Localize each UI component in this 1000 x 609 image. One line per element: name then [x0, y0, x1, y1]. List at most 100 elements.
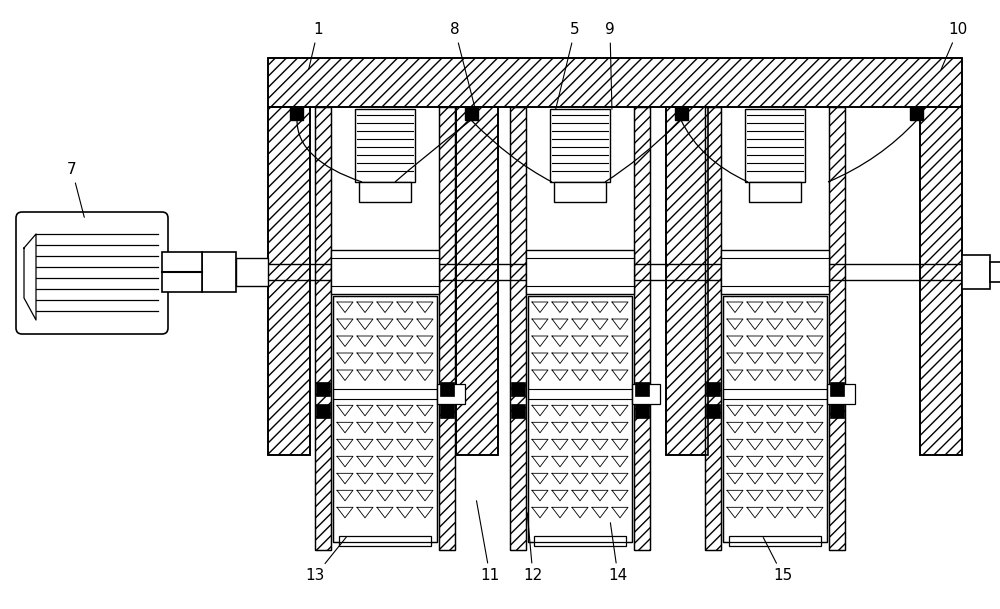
Polygon shape: [357, 336, 373, 347]
Bar: [528, 296, 632, 542]
Polygon shape: [747, 353, 763, 364]
Polygon shape: [787, 490, 803, 501]
Polygon shape: [552, 336, 568, 347]
Polygon shape: [807, 353, 823, 364]
Polygon shape: [572, 473, 588, 484]
Polygon shape: [747, 422, 763, 433]
Polygon shape: [592, 336, 608, 347]
Polygon shape: [767, 370, 783, 381]
Text: 9: 9: [605, 23, 615, 109]
Bar: [316, 404, 330, 418]
Polygon shape: [377, 302, 393, 312]
Polygon shape: [357, 439, 373, 450]
Polygon shape: [592, 490, 608, 501]
Polygon shape: [592, 319, 608, 329]
Polygon shape: [787, 406, 803, 416]
Bar: [990, 262, 1000, 282]
Polygon shape: [357, 370, 373, 381]
Polygon shape: [727, 490, 743, 501]
Bar: [721, 250, 829, 294]
Polygon shape: [532, 336, 548, 347]
Polygon shape: [377, 319, 393, 329]
Polygon shape: [767, 336, 783, 347]
Polygon shape: [572, 422, 588, 433]
Bar: [440, 404, 454, 418]
Polygon shape: [532, 370, 548, 381]
Polygon shape: [417, 406, 433, 416]
Bar: [745, 109, 805, 182]
Polygon shape: [397, 507, 413, 518]
Polygon shape: [532, 473, 548, 484]
Polygon shape: [747, 336, 763, 347]
Polygon shape: [612, 336, 628, 347]
Polygon shape: [552, 507, 568, 518]
Text: 8: 8: [450, 23, 475, 109]
Polygon shape: [417, 456, 433, 467]
Polygon shape: [612, 370, 628, 381]
Polygon shape: [552, 319, 568, 329]
Polygon shape: [612, 406, 628, 416]
Bar: [635, 382, 649, 396]
Polygon shape: [532, 406, 548, 416]
Polygon shape: [787, 456, 803, 467]
Polygon shape: [532, 456, 548, 467]
Polygon shape: [552, 353, 568, 364]
Bar: [290, 107, 303, 120]
Text: 10: 10: [941, 23, 968, 69]
Polygon shape: [552, 473, 568, 484]
Bar: [162, 252, 202, 292]
Polygon shape: [727, 406, 743, 416]
Bar: [355, 109, 415, 182]
FancyBboxPatch shape: [16, 212, 168, 334]
Bar: [316, 382, 330, 396]
Bar: [333, 296, 437, 542]
Polygon shape: [727, 422, 743, 433]
Polygon shape: [337, 336, 353, 347]
Bar: [705, 107, 721, 550]
Polygon shape: [377, 473, 393, 484]
Bar: [465, 107, 478, 120]
Bar: [920, 107, 962, 455]
Polygon shape: [612, 319, 628, 329]
Polygon shape: [397, 319, 413, 329]
Polygon shape: [337, 353, 353, 364]
Polygon shape: [727, 456, 743, 467]
Bar: [437, 384, 465, 404]
Polygon shape: [767, 353, 783, 364]
Polygon shape: [417, 473, 433, 484]
Polygon shape: [787, 319, 803, 329]
Polygon shape: [787, 473, 803, 484]
Bar: [331, 250, 439, 294]
Polygon shape: [612, 490, 628, 501]
Polygon shape: [572, 439, 588, 450]
Bar: [830, 404, 844, 418]
Polygon shape: [807, 422, 823, 433]
Bar: [528, 296, 632, 542]
Polygon shape: [612, 422, 628, 433]
Polygon shape: [787, 370, 803, 381]
Polygon shape: [727, 439, 743, 450]
Polygon shape: [727, 319, 743, 329]
Bar: [268, 58, 962, 107]
Bar: [510, 107, 526, 550]
Polygon shape: [767, 439, 783, 450]
Bar: [511, 404, 525, 418]
Polygon shape: [357, 353, 373, 364]
Bar: [666, 107, 708, 455]
Bar: [830, 382, 844, 396]
Polygon shape: [532, 422, 548, 433]
Polygon shape: [377, 507, 393, 518]
Polygon shape: [747, 370, 763, 381]
Bar: [526, 250, 634, 294]
Polygon shape: [767, 507, 783, 518]
Bar: [635, 404, 649, 418]
Polygon shape: [572, 490, 588, 501]
Polygon shape: [787, 336, 803, 347]
Polygon shape: [572, 456, 588, 467]
Polygon shape: [377, 353, 393, 364]
Polygon shape: [397, 336, 413, 347]
Polygon shape: [572, 319, 588, 329]
Polygon shape: [592, 507, 608, 518]
Polygon shape: [377, 422, 393, 433]
Bar: [236, 258, 268, 286]
